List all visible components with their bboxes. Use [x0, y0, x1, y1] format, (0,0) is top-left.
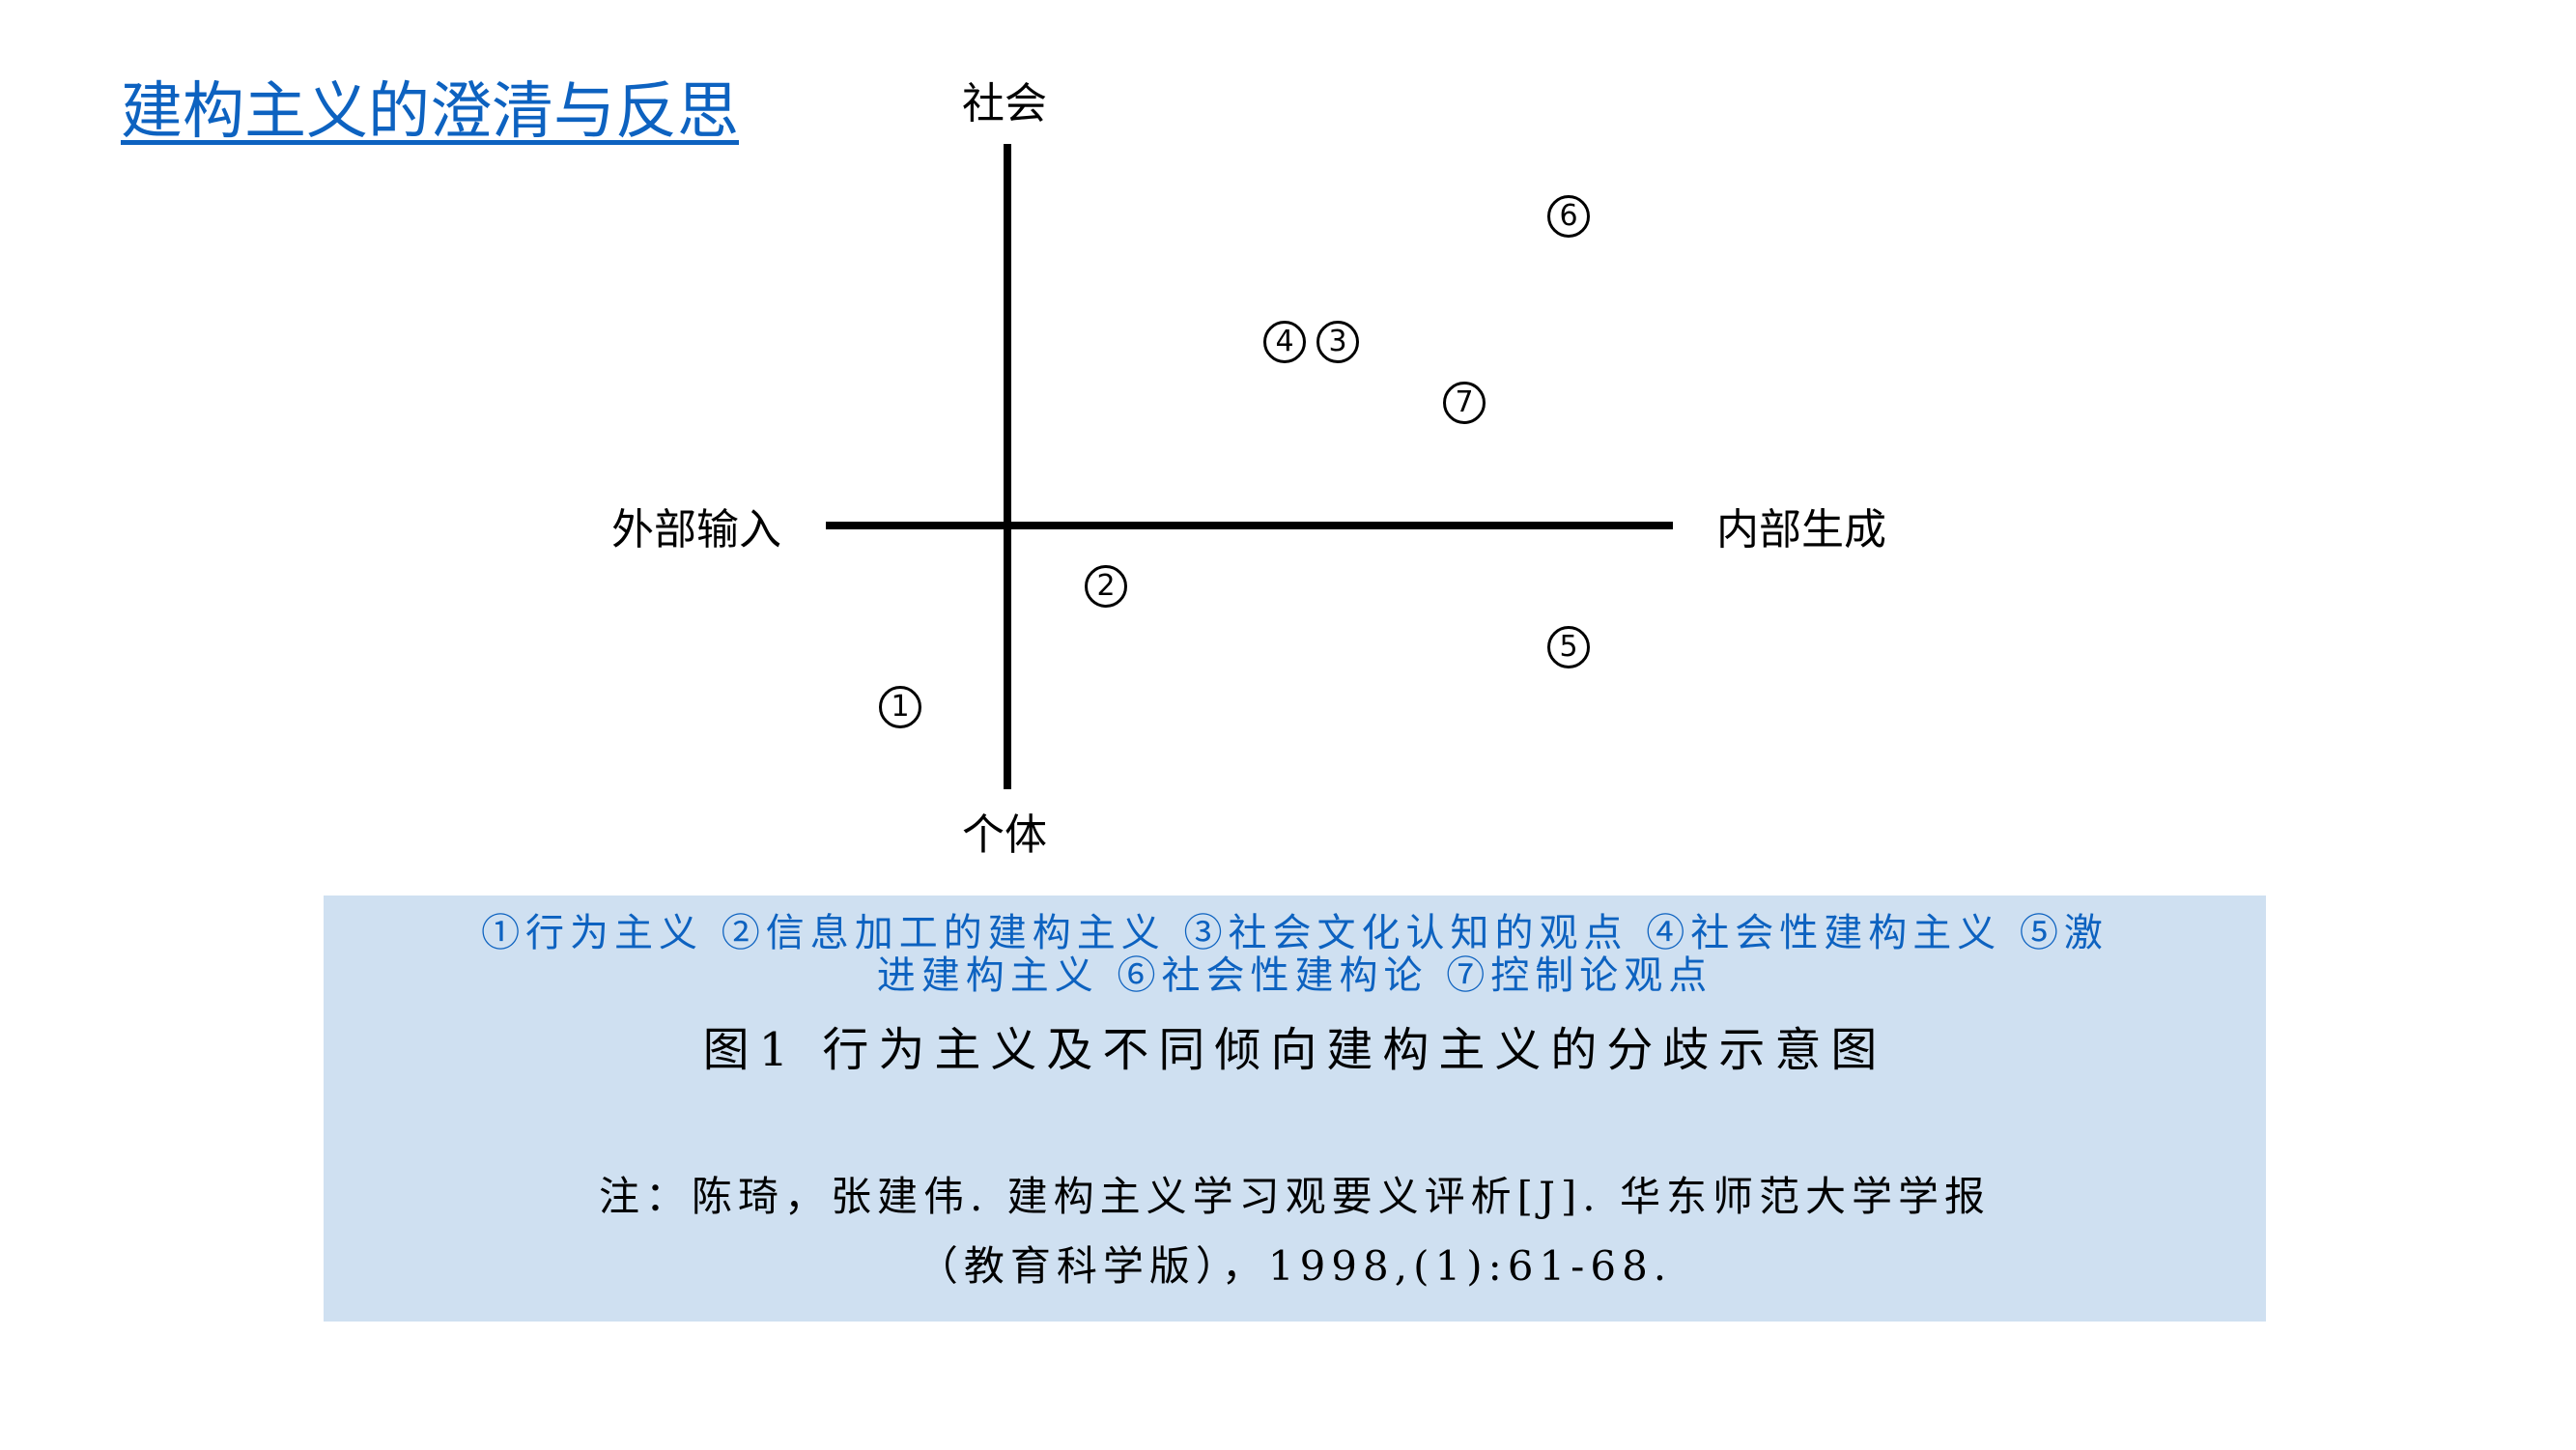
- caption-box: ①行为主义 ②信息加工的建构主义 ③社会文化认知的观点 ④社会性建构主义 ⑤激 …: [324, 896, 2266, 1322]
- marker-5: 5: [1547, 626, 1590, 668]
- figure-title: 图1 行为主义及不同倾向建构主义的分歧示意图: [702, 1023, 1887, 1077]
- legend-line-2: 进建构主义 ⑥社会性建构论 ⑦控制论观点: [876, 953, 1713, 998]
- note-line-2: （教育科学版），1998,(1):61-68.: [917, 1242, 1673, 1290]
- axis-label-bottom: 个体: [962, 810, 1047, 860]
- marker-1: 1: [879, 686, 921, 728]
- marker-3: 3: [1316, 321, 1359, 363]
- marker-4: 4: [1263, 321, 1306, 363]
- axis-label-left: 外部输入: [611, 505, 781, 554]
- vertical-axis: [1004, 144, 1011, 789]
- axis-label-top: 社会: [962, 79, 1047, 128]
- legend-line-1: ①行为主义 ②信息加工的建构主义 ③社会文化认知的观点 ④社会性建构主义 ⑤激: [481, 911, 2109, 955]
- marker-7: 7: [1443, 382, 1486, 424]
- note-line-1: 注：陈琦，张建伟. 建构主义学习观要义评析[J]. 华东师范大学学报: [598, 1173, 1991, 1220]
- horizontal-axis: [826, 522, 1673, 529]
- marker-6: 6: [1547, 195, 1590, 238]
- axis-label-right: 内部生成: [1716, 505, 1886, 554]
- marker-2: 2: [1085, 565, 1127, 608]
- slide-title[interactable]: 建构主义的澄清与反思: [121, 76, 739, 148]
